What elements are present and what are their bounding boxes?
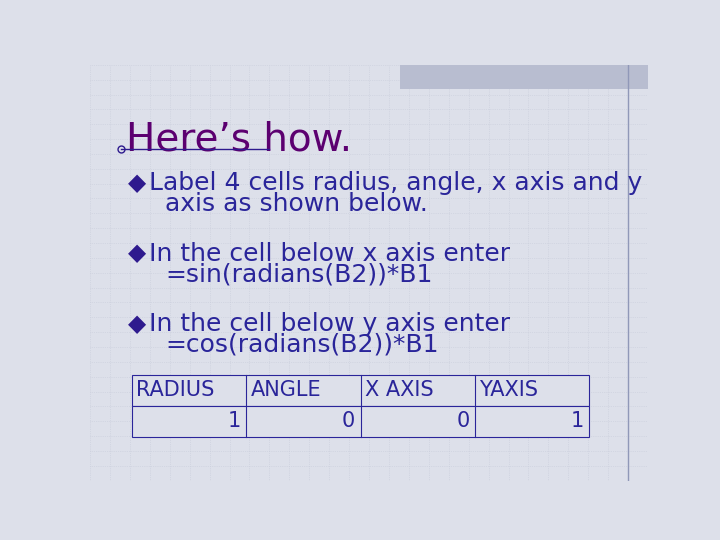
Text: ANGLE: ANGLE <box>251 380 321 400</box>
Text: 1: 1 <box>228 411 240 431</box>
Text: 0: 0 <box>456 411 469 431</box>
Text: 1: 1 <box>570 411 584 431</box>
Text: 0: 0 <box>342 411 355 431</box>
FancyBboxPatch shape <box>132 406 590 437</box>
Text: =cos(radians(B2))*B1: =cos(radians(B2))*B1 <box>166 333 438 357</box>
Text: =sin(radians(B2))*B1: =sin(radians(B2))*B1 <box>166 262 433 286</box>
FancyBboxPatch shape <box>132 375 590 406</box>
Text: YAXIS: YAXIS <box>480 380 539 400</box>
Text: In the cell below x axis enter: In the cell below x axis enter <box>148 241 510 266</box>
Text: In the cell below y axis enter: In the cell below y axis enter <box>148 312 510 336</box>
Text: RADIUS: RADIUS <box>136 380 215 400</box>
Text: ◆: ◆ <box>128 312 146 336</box>
Text: Here’s how.: Here’s how. <box>126 121 352 159</box>
Text: ◆: ◆ <box>128 241 146 266</box>
Text: ◆: ◆ <box>128 171 146 195</box>
FancyBboxPatch shape <box>400 65 648 89</box>
Text: Label 4 cells radius, angle, x axis and y: Label 4 cells radius, angle, x axis and … <box>148 171 642 195</box>
Text: axis as shown below.: axis as shown below. <box>166 192 428 215</box>
Text: X AXIS: X AXIS <box>365 380 433 400</box>
